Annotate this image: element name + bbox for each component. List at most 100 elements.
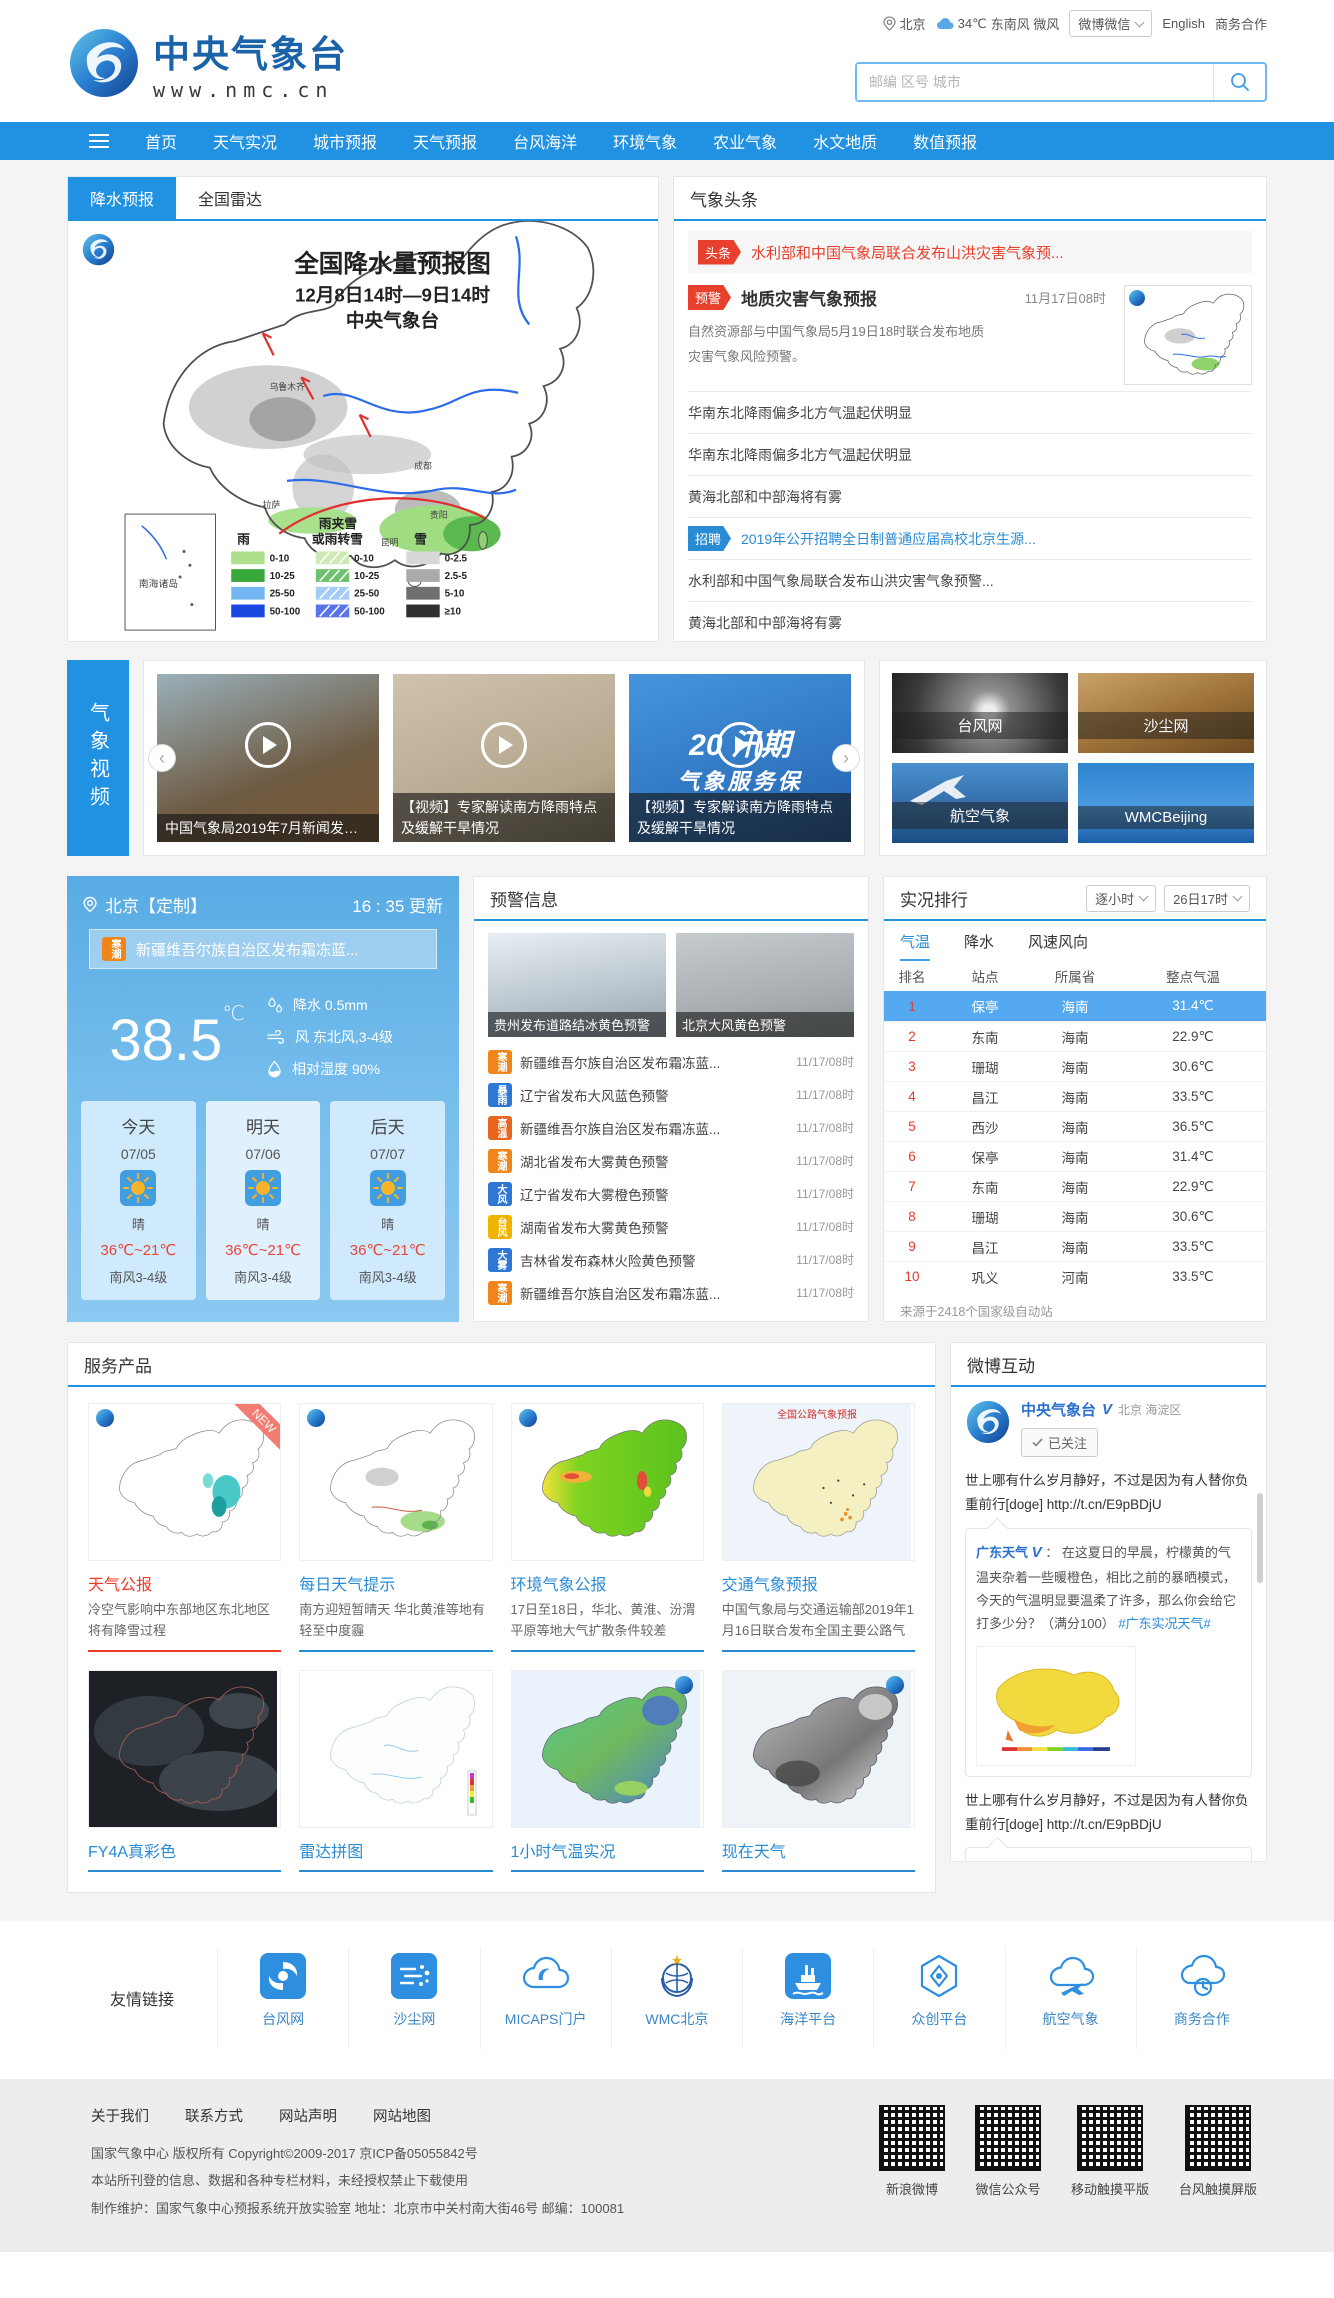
featured-thumbnail-map[interactable]: [1124, 285, 1252, 385]
headline-top-item[interactable]: 头条 水利部和中国气象局联合发布山洪灾害气象预...: [688, 231, 1252, 273]
footer-about-link[interactable]: 关于我们: [91, 2109, 149, 2125]
topbar: 北京 34℃ 东南风 微风 微博微信 English 商务合作: [883, 10, 1267, 37]
warning-item[interactable]: 暴雨 辽宁省发布大风蓝色预警 11/17/08时: [488, 1078, 854, 1111]
nav-agriculture[interactable]: 农业气象: [713, 135, 778, 152]
product-environment-bulletin[interactable]: 环境气象公报 17日至18日，华北、黄淮、汾渭平原等地大气扩散条件较差: [510, 1403, 704, 1652]
beijing-city[interactable]: 北京【定制】: [83, 892, 352, 917]
weibo-post-text[interactable]: 世上哪有什么岁月静好，不过是因为有人替你负重前行[doge] http://t.…: [965, 1792, 1249, 1833]
warning-item[interactable]: 大雾 吉林省发布森林火险黄色预警 11/17/08时: [488, 1243, 854, 1276]
nav-numerical[interactable]: 数值预报: [913, 135, 978, 152]
headline-item[interactable]: 华南东北降雨偏多北方气温起伏明显: [688, 391, 1252, 433]
video-item[interactable]: 20 汛期 气象服务保 【视频】专家解读南方降雨特点及缓解干旱情况: [629, 674, 851, 842]
ranking-time-select[interactable]: 26日17时: [1164, 884, 1250, 912]
weibo-account-name[interactable]: 中央气象台: [1021, 1402, 1097, 1419]
table-row[interactable]: 6 保亭 海南 31.4℃: [884, 1141, 1266, 1171]
product-fy4a[interactable]: FY4A真彩色: [88, 1670, 282, 1872]
quick-link-wmc[interactable]: WMCBeijing: [1078, 763, 1254, 843]
warning-item[interactable]: 寒潮 新疆维吾尔族自治区发布霜冻蓝... 11/17/08时: [488, 1276, 854, 1309]
carousel-next-button[interactable]: ›: [832, 744, 860, 772]
tab-precip-forecast[interactable]: 降水预报: [68, 177, 177, 219]
tab-national-radar[interactable]: 全国雷达: [198, 192, 263, 209]
tab-precipitation[interactable]: 降水: [964, 934, 995, 951]
friend-link-wmc[interactable]: WMC北京: [610, 1947, 742, 2049]
warning-item[interactable]: 寒潮 新疆维吾尔族自治区发布霜冻蓝... 11/17/08时: [488, 1045, 854, 1078]
nav-environment[interactable]: 环境气象: [613, 135, 678, 152]
scrollbar-thumb[interactable]: [1257, 1493, 1263, 1583]
friend-link-typhoon[interactable]: 台风网: [217, 1947, 348, 2049]
weibo-quote[interactable]: 广东天气 V ： 在这夏日的早晨，柠檬黄的气温夹杂着一些暖橙色，相比之前的暴晒模…: [965, 1847, 1252, 1861]
warning-photo[interactable]: 贵州发布道路结冰黄色预警: [488, 933, 666, 1037]
ranking-interval-select[interactable]: 逐小时: [1086, 884, 1157, 912]
forecast-day-aftertomorrow[interactable]: 后天 07/07 晴 36℃~21℃ 南风3-4级: [330, 1101, 446, 1300]
table-row[interactable]: 8 珊瑚 海南 30.6℃: [884, 1201, 1266, 1231]
footer-contact-link[interactable]: 联系方式: [185, 2109, 243, 2125]
warning-item[interactable]: 台风 湖南省发布大雾黄色预警 11/17/08时: [488, 1210, 854, 1243]
table-row[interactable]: 5 西沙 海南 36.5℃: [884, 1111, 1266, 1141]
quick-link-dust[interactable]: 沙尘网: [1078, 673, 1254, 753]
warning-item[interactable]: 大风 辽宁省发布大雾橙色预警 11/17/08时: [488, 1177, 854, 1210]
search-input[interactable]: [857, 64, 1213, 100]
weibo-wechat-dropdown[interactable]: 微博微信: [1069, 10, 1153, 37]
table-row[interactable]: 4 昌江 海南 33.5℃: [884, 1081, 1266, 1111]
headline-item-recruit[interactable]: 招聘 2019年公开招聘全日制普通应届高校北京生源...: [688, 517, 1252, 559]
friend-link-maker[interactable]: 众创平台: [873, 1947, 1004, 2049]
weibo-post-text[interactable]: 世上哪有什么岁月静好，不过是因为有人替你负重前行[doge] http://t.…: [965, 1473, 1249, 1513]
search-button[interactable]: [1213, 64, 1265, 100]
headline-item[interactable]: 黄海北部和中部海将有雾: [688, 601, 1252, 643]
site-logo[interactable]: 中央气象台 www.nmc.cn: [67, 24, 348, 102]
table-row[interactable]: 1 保亭 海南 31.4℃: [884, 991, 1266, 1021]
warning-item[interactable]: 寒潮 湖北省发布大雾黄色预警 11/17/08时: [488, 1144, 854, 1177]
followed-button[interactable]: 已关注: [1021, 1428, 1099, 1457]
product-daily-tips[interactable]: 每日天气提示 南方迎短暂晴天 华北黄淮等地有轻至中度霾: [299, 1403, 493, 1652]
headline-featured[interactable]: 预警 地质灾害气象预报 11月17日08时 自然资源部与中国气象局5月19日18…: [688, 285, 1252, 385]
topbar-weather[interactable]: 34℃ 东南风 微风: [936, 14, 1059, 33]
nav-hydrogeology[interactable]: 水文地质: [813, 135, 878, 152]
product-current-weather[interactable]: 现在天气: [721, 1670, 915, 1872]
carousel-prev-button[interactable]: ‹: [148, 744, 176, 772]
friend-link-aviation[interactable]: 航空气象: [1004, 1947, 1136, 2049]
quick-link-typhoon[interactable]: 台风网: [892, 673, 1068, 753]
nav-city-forecast[interactable]: 城市预报: [313, 135, 378, 152]
friend-link-dust[interactable]: 沙尘网: [348, 1947, 479, 2049]
table-row[interactable]: 7 东南 海南 22.9℃: [884, 1171, 1266, 1201]
beijing-alert-banner[interactable]: 寒潮 新疆维吾尔族自治区发布霜冻蓝...: [89, 929, 437, 969]
headline-item[interactable]: 华南东北降雨偏多北方气温起伏明显: [688, 433, 1252, 475]
footer-sitemap-link[interactable]: 网站地图: [373, 2109, 431, 2125]
english-link[interactable]: English: [1162, 16, 1205, 31]
table-row[interactable]: 10 巩义 河南 33.5℃: [884, 1261, 1266, 1291]
headline-item[interactable]: 黄海北部和中部海将有雾: [688, 475, 1252, 517]
friend-link-business[interactable]: 商务合作: [1135, 1947, 1267, 2049]
friend-link-micaps[interactable]: MICAPS门户: [479, 1947, 611, 2049]
tab-temperature[interactable]: 气温: [900, 931, 931, 961]
nav-home[interactable]: 首页: [145, 135, 178, 152]
nav-weather-forecast[interactable]: 天气预报: [413, 135, 478, 152]
quick-link-aviation[interactable]: 航空气象: [892, 763, 1068, 843]
product-weather-bulletin[interactable]: NEW 天气公报 冷空气影响中东部地区东北地区将有降雪过程: [88, 1403, 282, 1652]
product-1h-temperature[interactable]: 1小时气温实况: [510, 1670, 704, 1872]
table-row[interactable]: 2 东南 海南 22.9℃: [884, 1021, 1266, 1051]
nav-typhoon-ocean[interactable]: 台风海洋: [513, 135, 578, 152]
video-item[interactable]: 【视频】专家解读南方降雨特点及缓解干旱情况: [393, 674, 615, 842]
precip-map[interactable]: 全国降水量预报图 12月8日14时—9日14时 中央气象台 乌鲁木齐 拉萨 成都…: [68, 221, 658, 639]
svg-text:雪: 雪: [414, 532, 427, 547]
menu-icon[interactable]: [89, 134, 109, 148]
forecast-day-tomorrow[interactable]: 明天 07/06 晴 36℃~21℃ 南风3-4级: [205, 1101, 321, 1300]
product-traffic-forecast[interactable]: 全国公路气象预报 交通气象预报 中国气象局与交通运输部2019年1月16日联合发…: [721, 1403, 915, 1652]
forecast-day-today[interactable]: 今天 07/05 晴 36℃~21℃ 南风3-4级: [81, 1101, 196, 1300]
weibo-avatar[interactable]: [965, 1399, 1011, 1445]
video-item[interactable]: 中国气象局2019年7月新闻发布会: [157, 674, 379, 842]
friend-link-ocean[interactable]: 海洋平台: [742, 1947, 873, 2049]
topbar-location[interactable]: 北京: [883, 14, 926, 33]
tab-wind[interactable]: 风速风向: [1028, 934, 1089, 951]
nav-weather-live[interactable]: 天气实况: [213, 135, 278, 152]
business-link[interactable]: 商务合作: [1214, 17, 1267, 32]
footer-statement-link[interactable]: 网站声明: [279, 2109, 337, 2125]
quote-hashtag[interactable]: #广东实况天气#: [1118, 1616, 1211, 1632]
table-row[interactable]: 9 昌江 海南 33.5℃: [884, 1231, 1266, 1261]
warning-photo[interactable]: 北京大风黄色预警: [676, 933, 854, 1037]
table-row[interactable]: 3 珊瑚 海南 30.6℃: [884, 1051, 1266, 1081]
headline-item[interactable]: 水利部和中国气象局联合发布山洪灾害气象预警...: [688, 559, 1252, 601]
product-radar-mosaic[interactable]: 雷达拼图: [299, 1670, 493, 1872]
warning-item[interactable]: 高温 新疆维吾尔族自治区发布霜冻蓝... 11/17/08时: [488, 1111, 854, 1144]
weibo-quote[interactable]: 广东天气 V ： 在这夏日的早晨，柠檬黄的气温夹杂着一些暖橙色，相比之前的暴晒模…: [965, 1527, 1252, 1777]
